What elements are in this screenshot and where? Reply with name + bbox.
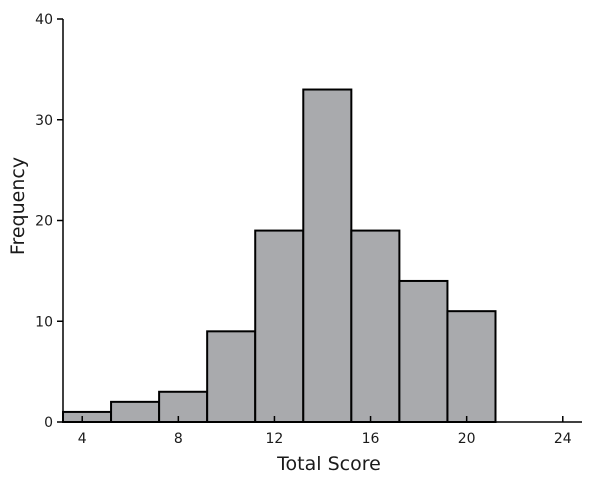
histogram-bar-4 (254, 229, 305, 423)
y-tick-label-0: 0 (44, 415, 53, 431)
x-tick-label-4: 20 (458, 431, 476, 447)
histogram-bar-0 (62, 410, 113, 423)
y-tick-label-4: 40 (35, 12, 53, 28)
x-tick-label-5: 24 (554, 431, 572, 447)
x-tick-label-3: 16 (362, 431, 380, 447)
x-tick-label-0: 4 (78, 431, 87, 447)
y-ticks: 0 10 20 30 40 (35, 12, 63, 431)
y-axis-title: Frequency (7, 157, 29, 255)
y-tick-label-1: 10 (35, 314, 53, 330)
x-tick-label-1: 8 (174, 431, 183, 447)
x-axis-title: Total Score (276, 453, 381, 475)
x-tick-label-2: 12 (266, 431, 284, 447)
histogram-bar-8 (446, 310, 497, 423)
histogram-bar-2 (158, 390, 209, 423)
x-ticks: 4 8 12 16 20 24 (78, 416, 572, 447)
histogram-bar-5 (302, 88, 353, 424)
histogram-bar-1 (110, 400, 161, 424)
y-tick-label-3: 30 (35, 113, 53, 129)
y-tick-label-2: 20 (35, 214, 53, 230)
histogram-bar-7 (398, 279, 449, 424)
histogram-bar-3 (206, 330, 257, 424)
bars-layer (62, 88, 497, 424)
histogram-bar-6 (350, 229, 401, 423)
